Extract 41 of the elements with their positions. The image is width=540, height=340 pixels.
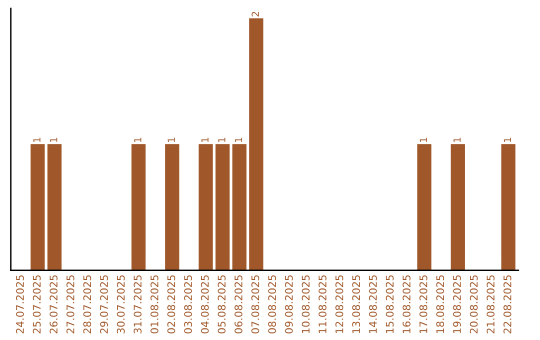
x-tick-label: 09.08.2025: [284, 275, 293, 334]
data-label: 2: [252, 12, 259, 16]
data-label: 1: [201, 138, 208, 142]
data-label: 1: [420, 138, 427, 142]
x-tick-label: 03.08.2025: [184, 275, 192, 334]
x-tick-label: 31.07.2025: [134, 275, 142, 334]
x-tick-label: 04.08.2025: [200, 275, 209, 334]
data-label: 1: [33, 138, 40, 142]
data-label: 1: [234, 138, 242, 142]
x-tick-label: 07.08.2025: [251, 275, 260, 334]
x-tick-label: 12.08.2025: [335, 275, 344, 333]
x-tick-label: 11.08.2025: [318, 275, 326, 333]
x-tick-label: 26.07.2025: [50, 275, 58, 334]
x-tick-label: 29.07.2025: [100, 275, 108, 334]
x-tick-label: 16.08.2025: [402, 275, 410, 333]
x-tick-label: 21.08.2025: [486, 275, 495, 334]
data-label: 1: [453, 138, 461, 142]
data-label: 1: [218, 138, 226, 142]
data-label: 1: [134, 138, 142, 142]
data-label: 1: [50, 138, 58, 142]
x-tick-label: 10.08.2025: [302, 275, 310, 333]
data-label: 1: [504, 138, 511, 142]
x-tick-label: 05.08.2025: [218, 275, 226, 334]
x-tick-label: 14.08.2025: [368, 275, 377, 333]
x-tick-label: 08.08.2025: [268, 275, 276, 334]
x-tick-label: 13.08.2025: [352, 275, 360, 333]
x-tick-label: 15.08.2025: [386, 275, 394, 333]
x-tick-label: 28.07.2025: [83, 275, 92, 334]
x-tick-label: 01.08.2025: [150, 275, 158, 334]
x-tick-label: 30.07.2025: [116, 275, 125, 334]
x-tick-label: 20.08.2025: [470, 275, 478, 334]
x-tick-label: 27.07.2025: [66, 275, 74, 334]
x-tick-label: 18.08.2025: [436, 275, 444, 333]
x-tick-label: 24.07.2025: [16, 275, 24, 334]
x-tick-label: 17.08.2025: [419, 275, 428, 333]
x-tick-label: 19.08.2025: [453, 275, 461, 333]
x-tick-label: 06.08.2025: [234, 275, 242, 334]
x-tick-label: 02.08.2025: [167, 275, 176, 334]
x-tick-label: 25.07.2025: [32, 275, 41, 334]
x-tick-label: 22.08.2025: [503, 275, 512, 334]
data-label: 1: [168, 138, 175, 142]
